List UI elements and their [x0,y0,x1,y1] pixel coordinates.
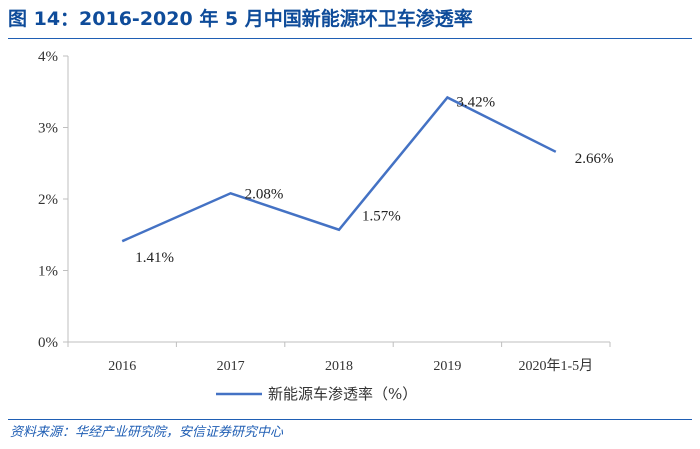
chart-title: 图 14：2016-2020 年 5 月中国新能源环卫车渗透率 [8,8,473,30]
x-axis: 2016 2017 2018 2019 2020年1-5月 [67,341,611,374]
x-tick-label: 2017 [217,359,245,374]
source-note: 资料来源：华经产业研究院，安信证券研究中心 [10,425,284,440]
y-tick-label: 3% [38,121,58,137]
y-tick-label: 2% [38,192,58,208]
x-tick-label: 2016 [108,359,136,374]
title-divider [8,38,692,39]
y-tick-label: 4% [38,49,58,65]
y-tick-label: 1% [38,264,58,280]
legend-label: 新能源车渗透率（%） [268,385,417,403]
data-label: 2.08% [245,186,284,202]
source-divider [8,419,692,420]
x-tick-label: 2019 [433,359,461,374]
y-tick-label: 0% [38,335,58,351]
legend: 新能源车渗透率（%） [216,385,417,403]
x-tick-label: 2020年1-5月 [518,358,593,374]
series-line [121,95,557,243]
data-label: 1.57% [362,209,401,225]
data-label: 1.41% [135,250,174,266]
y-axis: 0% 1% 2% 3% 4% [38,49,69,351]
plot-area: 1.41% 2.08% 1.57% 3.42% 2.66% [121,94,614,266]
data-label: 3.42% [456,94,495,110]
data-label: 2.66% [575,151,614,167]
x-tick-label: 2018 [325,359,353,374]
